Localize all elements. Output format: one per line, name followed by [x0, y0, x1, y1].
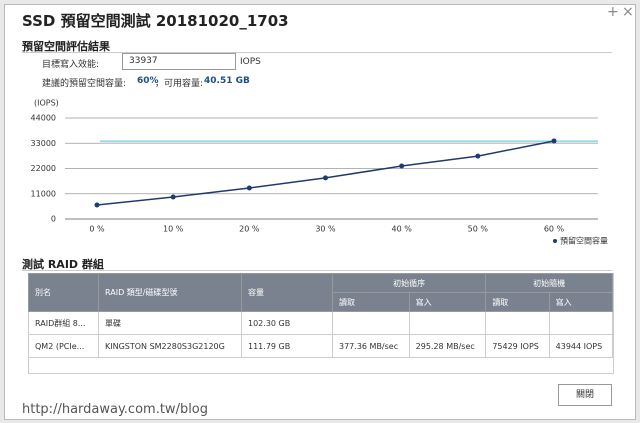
- y-tick-label: 0: [51, 215, 56, 224]
- table-row: RAID群組 8... 單碟 102.30 GB: [28, 311, 614, 335]
- watermark: http://hardaway.com.tw/blog: [22, 402, 209, 417]
- raid-table: 別名 RAID 類型/磁碟型號 容量 初始循序 初始隨機 讀取 寫入 讀取 寫入 RAID群組 8…: [28, 273, 614, 358]
- x-tick-label: 0 %: [89, 225, 105, 234]
- series-line: [96, 140, 555, 206]
- data-point: [246, 185, 252, 191]
- table-cell: 102.30 GB: [241, 311, 333, 335]
- x-tick-label: 30 %: [315, 225, 336, 234]
- divider: [22, 270, 612, 271]
- table-cell: RAID群組 8...: [28, 311, 99, 335]
- data-point: [551, 138, 557, 144]
- column-subheader: 讀取: [485, 292, 550, 312]
- table-row: QM2 (PCIe... KINGSTON SM2280S3G2120G 111.7…: [28, 334, 614, 358]
- divider: [22, 52, 612, 53]
- target-unit: IOPS: [240, 57, 261, 67]
- table-cell: 295.28 MB/sec: [408, 334, 487, 358]
- x-tick-label: 40 %: [392, 225, 413, 234]
- column-subheader: 讀取: [332, 292, 410, 312]
- column-header: 初始循序: [331, 273, 487, 293]
- target-input[interactable]: 33937: [122, 53, 236, 70]
- y-tick-label: 22000: [31, 164, 56, 173]
- table-cell: [485, 311, 550, 335]
- dialog-title: SSD 預留空間測試 20181020_1703: [22, 12, 289, 30]
- column-header: 別名: [28, 273, 99, 312]
- table-cell: 75429 IOPS: [485, 334, 550, 358]
- y-axis-label: (IOPS): [34, 99, 59, 108]
- x-tick-label: 20 %: [239, 225, 260, 234]
- header-row: 別名 RAID 類型/磁碟型號 容量 初始循序 初始隨機: [28, 273, 613, 312]
- x-tick-label: 60 %: [544, 225, 565, 234]
- close-button[interactable]: 關閉: [558, 384, 612, 406]
- table-cell: QM2 (PCIe...: [28, 334, 99, 358]
- y-tick-label: 44000: [31, 114, 56, 123]
- column-header: 容量: [241, 273, 333, 312]
- suggest-label: 建議的預留空間容量:: [42, 79, 127, 89]
- suggest-percent: 60%: [137, 76, 159, 86]
- data-point: [94, 202, 100, 208]
- column-header: 初始隨機: [485, 273, 613, 293]
- table-cell: [408, 311, 487, 335]
- x-tick-label: 10 %: [163, 225, 184, 234]
- table-cell: 377.36 MB/sec: [332, 334, 410, 358]
- legend-label: 預留空間容量: [560, 236, 608, 246]
- data-point: [323, 175, 328, 181]
- column-header: RAID 類型/磁碟型號: [98, 273, 242, 312]
- data-point: [399, 163, 405, 169]
- column-subheader: 寫入: [408, 292, 487, 312]
- table-cell: 43944 IOPS: [548, 334, 614, 358]
- available-label: ，可用容量:: [155, 79, 204, 89]
- target-label: 目標寫入效能:: [42, 60, 100, 70]
- x-tick-label: 50 %: [468, 225, 489, 234]
- data-point: [475, 153, 481, 159]
- y-tick-label: 33000: [31, 139, 56, 148]
- column-subheader: 寫入: [548, 292, 614, 312]
- table-cell: KINGSTON SM2280S3G2120G: [98, 334, 242, 358]
- table-cell: [548, 311, 614, 335]
- section-heading: 預留空間評估結果: [22, 40, 110, 53]
- table-cell: 單碟: [98, 311, 242, 335]
- close-icon[interactable]: ×: [622, 4, 634, 20]
- chart: (IOPS) 0 11000 22000 33000 44000 0 % 10 % 20 % 3…: [31, 99, 608, 246]
- legend-marker: [553, 239, 557, 243]
- section-heading: 測試 RAID 群組: [22, 258, 104, 271]
- available-capacity: 40.51 GB: [204, 76, 250, 86]
- y-tick-label: 11000: [31, 189, 56, 198]
- expand-icon[interactable]: +: [607, 4, 619, 20]
- data-point: [170, 194, 176, 200]
- table-cell: 111.79 GB: [241, 334, 333, 358]
- table-cell: [332, 311, 410, 335]
